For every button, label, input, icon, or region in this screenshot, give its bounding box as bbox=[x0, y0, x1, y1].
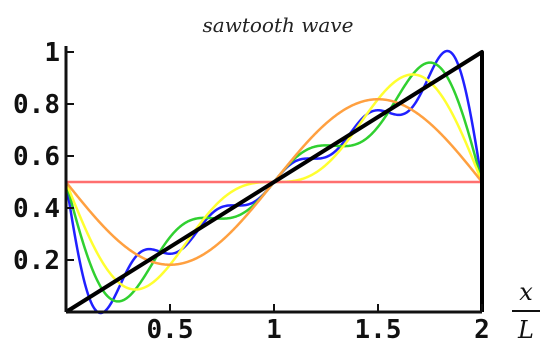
x-axis-label-denominator: L bbox=[517, 316, 534, 344]
y-tick-label: 0.4 bbox=[13, 194, 60, 224]
y-tick-label: 0.8 bbox=[13, 90, 60, 120]
x-tick-label: 1.5 bbox=[355, 315, 402, 345]
x-tick-label: 1 bbox=[266, 315, 282, 345]
plot-series bbox=[64, 49, 484, 315]
x-tick-label: 0.5 bbox=[147, 315, 194, 345]
y-tick-label: 1 bbox=[44, 38, 60, 68]
y-tick-label: 0.6 bbox=[13, 142, 60, 172]
x-tick-label: 2 bbox=[474, 315, 490, 345]
x-tick-labels: 0.5 1 1.5 2 bbox=[147, 304, 490, 345]
x-axis-label-numerator: x bbox=[519, 278, 533, 306]
chart-title: sawtooth wave bbox=[203, 13, 354, 37]
y-tick-labels: 0.2 0.4 0.6 0.8 1 bbox=[13, 38, 74, 276]
series-exact-sawtooth bbox=[64, 50, 484, 314]
y-tick-label: 0.2 bbox=[13, 246, 60, 276]
